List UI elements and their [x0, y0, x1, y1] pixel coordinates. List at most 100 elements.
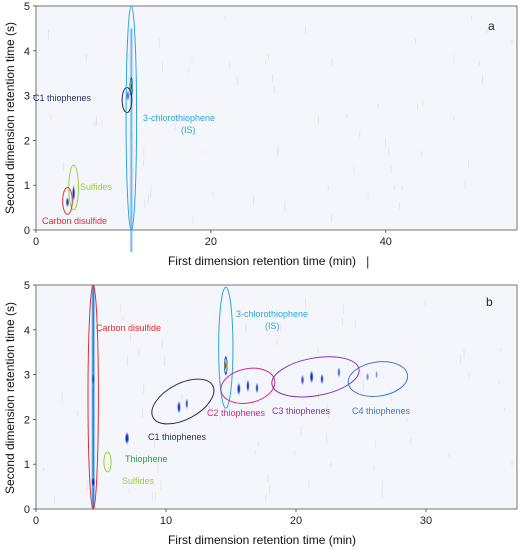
noise-mark — [382, 479, 384, 488]
noise-mark — [504, 407, 506, 411]
annotation-label: C1 thiophenes — [148, 432, 207, 442]
noise-mark — [157, 461, 159, 473]
noise-mark — [385, 138, 386, 147]
annotation-label: C2 thiophenes — [207, 408, 266, 418]
noise-mark — [162, 62, 164, 72]
x-tick-label: 40 — [380, 236, 392, 248]
noise-mark — [463, 349, 465, 359]
panel-b-plot-area — [35, 284, 518, 510]
peak-spot — [337, 366, 341, 378]
peak-streak — [129, 28, 134, 253]
panel-b-y-axis-label: Second dimension retention time (s) — [3, 302, 17, 494]
panel-a-axes: 0 20 40 0 1 2 3 4 5 — [24, 1, 392, 248]
noise-mark — [212, 191, 214, 199]
annotation-ellipse — [220, 367, 276, 404]
noise-mark — [294, 450, 296, 456]
noise-mark — [272, 74, 274, 82]
y-tick-label: 5 — [24, 280, 30, 292]
noise-mark — [331, 57, 333, 67]
y-tick-label: 2 — [24, 135, 30, 147]
noise-mark — [267, 473, 269, 483]
noise-mark — [236, 76, 238, 86]
noise-mark — [245, 324, 247, 333]
panel-a-noise — [48, 16, 513, 224]
noise-mark — [152, 491, 154, 500]
peak-spot — [236, 382, 241, 396]
peak-spot — [375, 370, 378, 380]
noise-mark — [94, 120, 96, 127]
noise-mark — [284, 201, 286, 212]
annotation-ellipse — [87, 284, 99, 510]
annotation-ellipse — [125, 5, 138, 231]
panel-b-noise — [43, 298, 513, 504]
noise-mark — [265, 60, 266, 64]
noise-mark — [471, 16, 473, 21]
panel-b: Carbon disulfide 3-chlorothiophene (IS) C1 … — [3, 280, 518, 547]
noise-mark — [149, 193, 151, 198]
noise-mark — [154, 491, 156, 502]
noise-mark — [499, 348, 501, 352]
peak-spot — [124, 431, 130, 445]
noise-mark — [375, 440, 377, 449]
annotation-label: Carbon disulfide — [96, 323, 161, 333]
annotation-label: Sulfides — [122, 476, 155, 486]
panel-b-peaks — [90, 285, 378, 509]
peak-spot — [365, 372, 370, 382]
noise-mark — [453, 115, 455, 121]
noise-mark — [54, 496, 55, 504]
annotation-ellipse — [347, 361, 409, 397]
y-tick-label: 4 — [24, 325, 30, 337]
noise-mark — [86, 480, 88, 491]
noise-mark — [128, 53, 130, 64]
noise-mark — [128, 488, 130, 494]
noise-mark — [390, 165, 392, 174]
noise-mark — [85, 53, 87, 63]
panel-b-letter: b — [486, 295, 493, 309]
noise-mark — [328, 410, 329, 419]
noise-mark — [301, 311, 303, 319]
noise-mark — [486, 29, 488, 34]
noise-mark — [464, 179, 466, 190]
y-tick-label: 4 — [24, 46, 30, 58]
noise-mark — [279, 324, 281, 332]
panel-a-plot-area — [35, 5, 518, 231]
noise-mark — [96, 116, 97, 127]
noise-mark — [181, 394, 183, 400]
noise-mark — [381, 487, 383, 498]
annotation-label: 3-chlorothiophene — [143, 113, 215, 123]
noise-mark — [362, 379, 364, 390]
noise-mark — [359, 131, 361, 138]
noise-mark — [511, 460, 513, 467]
annotation-ellipse — [218, 286, 234, 409]
annotation-label: Carbon disulfide — [42, 216, 107, 226]
noise-mark — [308, 479, 310, 489]
noise-mark — [258, 442, 259, 446]
noise-mark — [164, 355, 166, 367]
y-tick-label: 1 — [24, 180, 30, 192]
noise-mark — [305, 298, 306, 309]
noise-mark — [305, 26, 307, 34]
noise-mark — [330, 462, 332, 467]
noise-mark — [388, 148, 390, 156]
noise-mark — [174, 123, 176, 131]
noise-mark — [331, 214, 333, 223]
noise-mark — [300, 426, 302, 435]
y-tick-label: 0 — [24, 225, 30, 237]
noise-mark — [192, 216, 194, 224]
annotation-label: Sulfides — [80, 182, 113, 192]
noise-mark — [421, 150, 423, 158]
noise-mark — [390, 390, 392, 402]
noise-mark — [58, 97, 60, 103]
noise-mark — [415, 38, 417, 44]
noise-mark — [422, 100, 424, 108]
noise-mark — [187, 69, 189, 73]
noise-mark — [399, 202, 401, 210]
peak-spot — [177, 400, 181, 415]
annotation-ellipse — [62, 186, 73, 215]
noise-mark — [101, 120, 103, 129]
peak-spot — [246, 379, 250, 393]
noise-mark — [143, 159, 144, 167]
x-tick-label: 20 — [205, 236, 217, 248]
noise-mark — [360, 371, 362, 380]
